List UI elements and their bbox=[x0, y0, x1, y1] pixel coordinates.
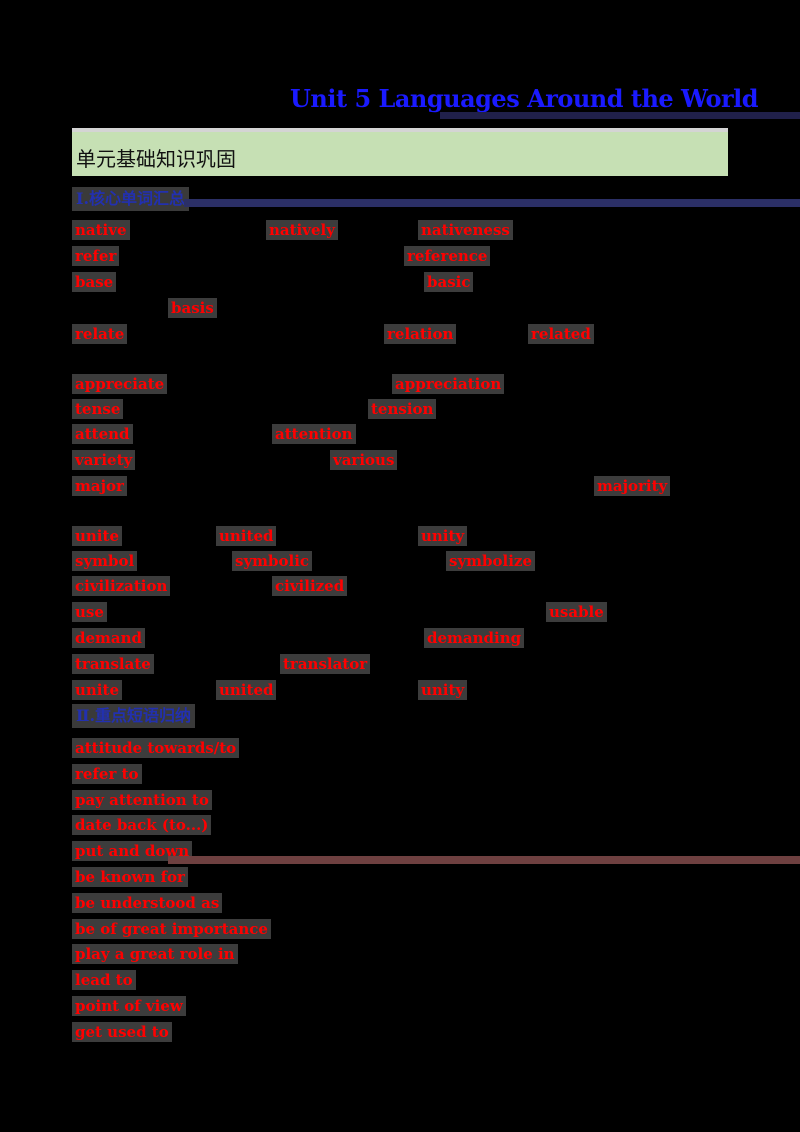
vocabulary-word: majority bbox=[594, 476, 671, 496]
vocabulary-word: civilization bbox=[72, 576, 171, 596]
phrase-item: be known for bbox=[72, 867, 188, 887]
vocabulary-word: basis bbox=[168, 298, 217, 318]
vocabulary-word: nativeness bbox=[418, 220, 513, 240]
vocabulary-word: demanding bbox=[424, 628, 525, 648]
vocabulary-word: symbolic bbox=[232, 551, 313, 571]
phrase-item: be of great importance bbox=[72, 918, 271, 939]
phrase-item: pay attention to bbox=[72, 789, 212, 810]
vocabulary-word: natively bbox=[266, 220, 338, 240]
vocabulary-word: symbolize bbox=[446, 551, 535, 571]
phrase-item: be understood as bbox=[72, 892, 223, 913]
vocabulary-word: relate bbox=[72, 324, 128, 344]
vocabulary-word: reference bbox=[404, 246, 491, 266]
phrase-item: date back (to...) bbox=[72, 815, 212, 836]
vocabulary-word: relation bbox=[384, 324, 457, 344]
phrase-item: play a great role in bbox=[72, 944, 238, 965]
vocabulary-word: use bbox=[72, 602, 107, 622]
vocabulary-word: basic bbox=[424, 272, 474, 292]
vocabulary-word: symbol bbox=[72, 551, 138, 571]
vocabulary-word: unite bbox=[72, 526, 122, 546]
vocabulary-word: major bbox=[72, 476, 127, 496]
vocabulary-word: attention bbox=[272, 424, 356, 444]
vocabulary-word: unity bbox=[418, 526, 468, 546]
phrase-item: point of view bbox=[72, 996, 186, 1016]
vocabulary-word: attend bbox=[72, 424, 133, 444]
vocabulary-word: base bbox=[72, 272, 117, 292]
phrase-item: put and down bbox=[72, 841, 193, 862]
vocabulary-word: appreciation bbox=[392, 374, 505, 394]
section-heading-words: Ⅰ.核心单词汇总 bbox=[72, 187, 190, 211]
vocabulary-word: refer bbox=[72, 246, 120, 266]
phrase-item: attitude towards/to bbox=[72, 738, 240, 758]
phrase-item: refer to bbox=[72, 763, 142, 784]
vocabulary-word: tension bbox=[368, 399, 437, 419]
phrase-divider bbox=[168, 856, 800, 864]
phrase-item: get used to bbox=[72, 1021, 172, 1042]
vocabulary-word: united bbox=[216, 680, 277, 700]
vocabulary-word: translator bbox=[280, 654, 371, 674]
vocabulary-word: demand bbox=[72, 628, 146, 648]
vocabulary-word: various bbox=[330, 450, 398, 470]
vocabulary-word: appreciate bbox=[72, 374, 168, 394]
vocabulary-word: tense bbox=[72, 399, 124, 419]
vocabulary-word: united bbox=[216, 526, 277, 546]
section-banner: 单元基础知识巩固 bbox=[72, 128, 728, 176]
banner-heading: 单元基础知识巩固 bbox=[76, 147, 236, 171]
vocabulary-word: unite bbox=[72, 680, 122, 700]
section-divider-words bbox=[184, 199, 800, 207]
document-title: Unit 5 Languages Around the World bbox=[290, 84, 759, 113]
vocabulary-word: native bbox=[72, 220, 130, 240]
phrase-item: lead to bbox=[72, 970, 136, 991]
vocabulary-word: related bbox=[528, 324, 594, 344]
vocabulary-word: variety bbox=[72, 450, 136, 470]
section-heading-phrases: Ⅱ.重点短语归纳 bbox=[72, 704, 196, 728]
vocabulary-word: usable bbox=[546, 602, 607, 622]
vocabulary-word: unity bbox=[418, 680, 468, 700]
vocabulary-word: civilized bbox=[272, 576, 348, 596]
title-divider bbox=[440, 112, 800, 119]
vocabulary-word: translate bbox=[72, 654, 154, 674]
